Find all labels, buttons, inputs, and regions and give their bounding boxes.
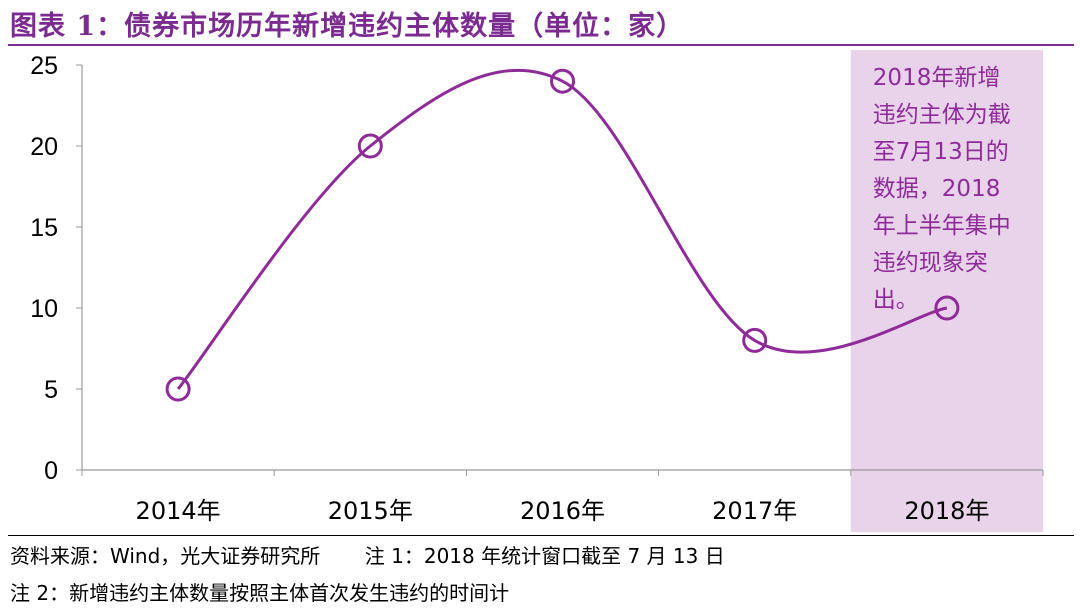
axes xyxy=(76,64,1044,476)
y-tick-label: 0 xyxy=(44,457,58,485)
chart-title: 图表 1：债券市场历年新增违约主体数量（单位：家） xyxy=(10,11,685,42)
data-point-2014年 xyxy=(165,376,191,402)
series-line xyxy=(176,68,948,390)
y-tick-label: 10 xyxy=(30,295,58,323)
x-tick-label: 2015年 xyxy=(328,497,413,525)
series-markers xyxy=(165,68,960,402)
x-tick-label: 2014年 xyxy=(136,497,221,525)
title-divider xyxy=(8,44,1074,46)
y-tick-label: 20 xyxy=(30,133,58,161)
footer-divider xyxy=(8,535,1074,536)
annotation-note: 2018年新增违约主体为截至7月13日的数据，2018年上半年集中违约现象突出。 xyxy=(872,65,1011,313)
y-tick-label: 25 xyxy=(30,52,58,80)
highlight-band-2018 xyxy=(850,50,1043,532)
y-tick-label: 5 xyxy=(44,376,58,404)
x-tick-labels: 2014年 2015年 2016年 2017年 2018年 xyxy=(136,497,990,525)
data-point-2016年 xyxy=(550,68,575,94)
source-note: 资料来源：Wind，光大证券研究所 注 1：2018 年统计窗口截至 7 月 1… xyxy=(10,544,725,568)
data-point-2015年 xyxy=(357,133,383,159)
y-tick-label: 15 xyxy=(30,214,58,242)
data-point-2017年 xyxy=(742,327,768,353)
footnote-2: 注 2：新增违约主体数量按照主体首次发生违约的时间计 xyxy=(10,581,510,605)
line-chart: 0 5 10 15 20 25 2014年 2015年 2016年 2017年 2018年 xyxy=(30,50,1044,532)
x-tick-label: 2018年 xyxy=(904,497,989,525)
y-tick-labels: 0 5 10 15 20 25 xyxy=(30,52,58,485)
x-tick-label: 2016年 xyxy=(520,497,605,525)
data-point-2018年 xyxy=(934,295,960,321)
x-tick-label: 2017年 xyxy=(712,497,797,525)
